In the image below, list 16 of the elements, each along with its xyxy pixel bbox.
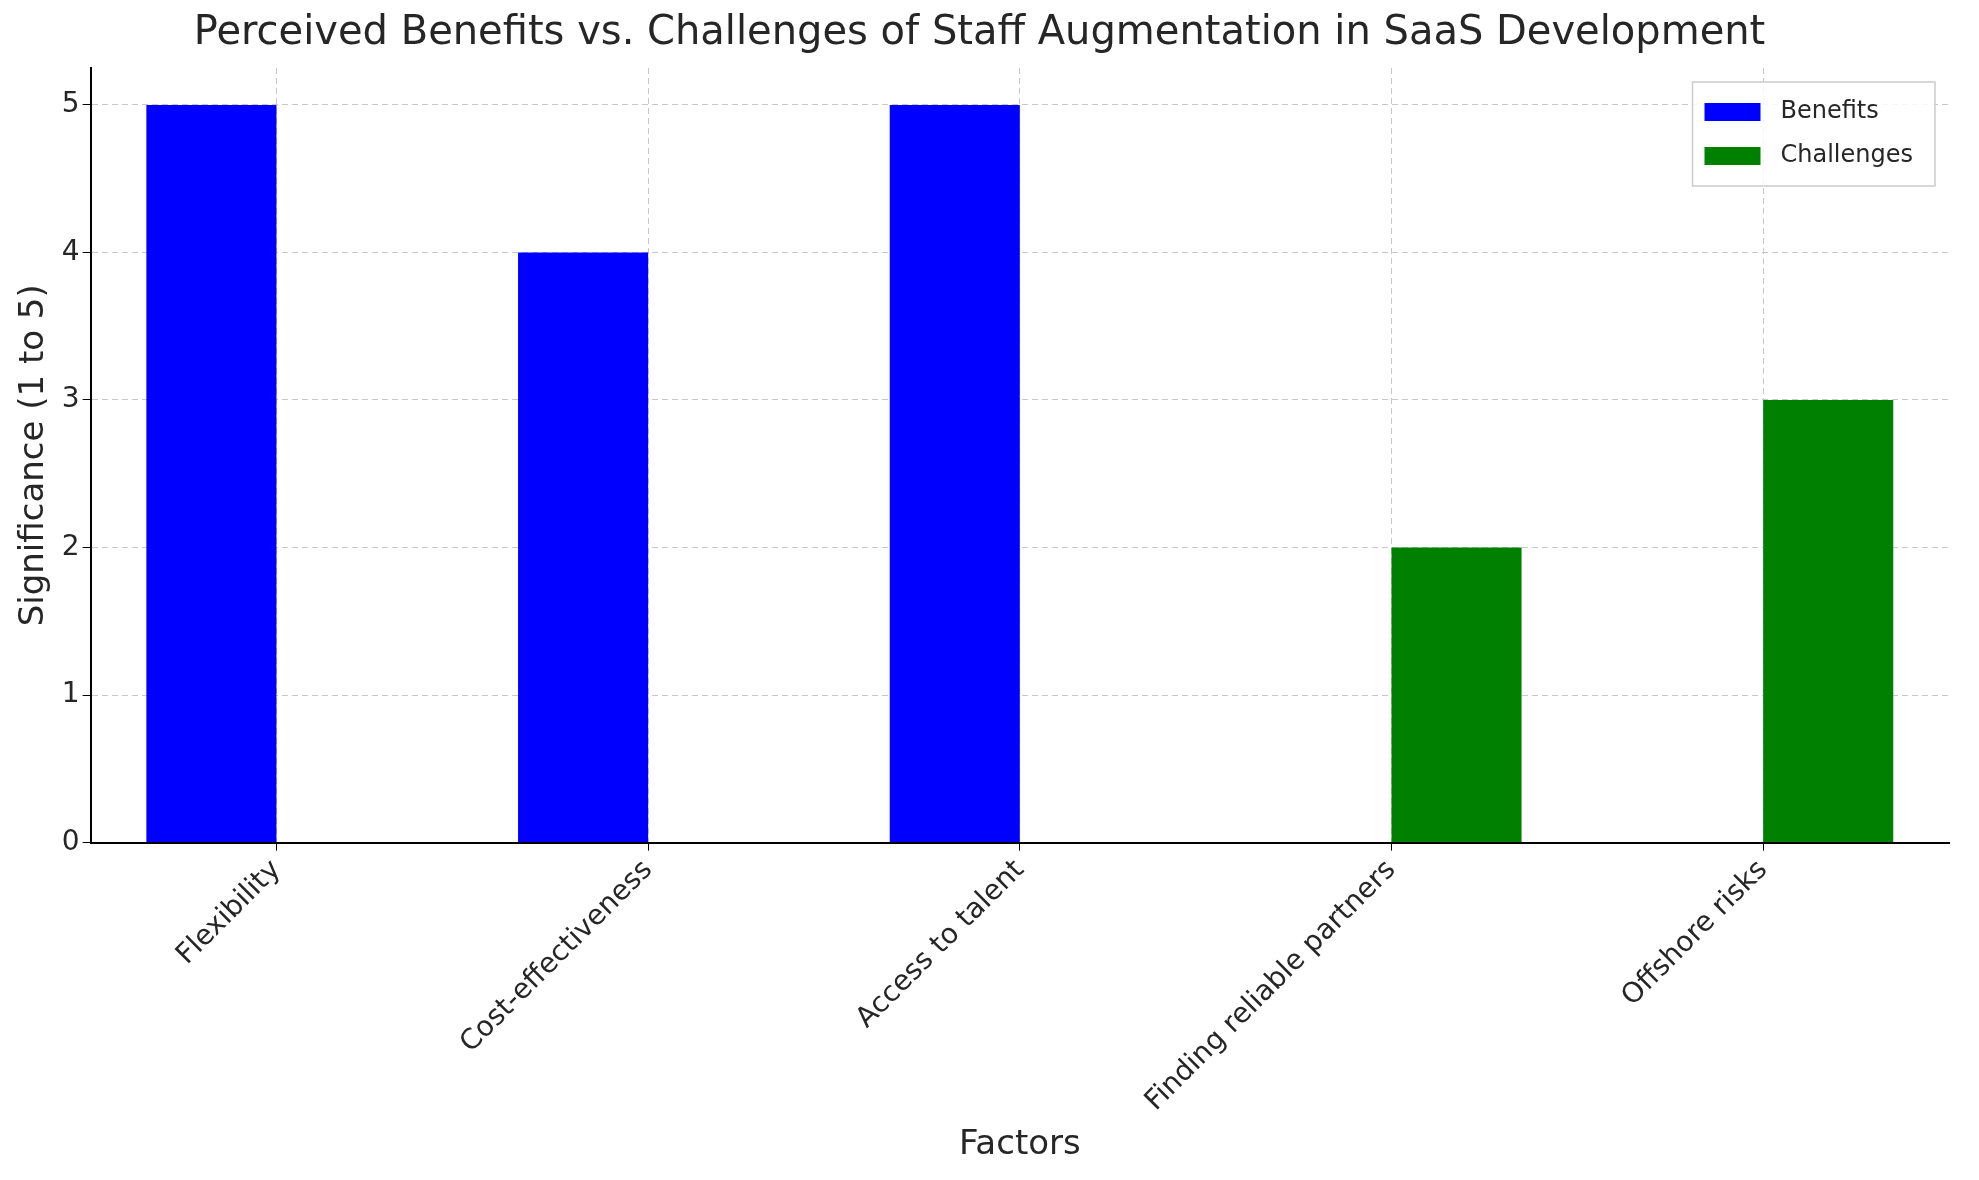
y-tick-label: 5 [61,86,80,120]
y-tick-label: 3 [61,381,80,415]
legend-label: Benefits [1780,96,1879,125]
y-tick-label: 0 [61,823,80,857]
bar [889,104,1020,843]
legend-label: Challenges [1780,140,1914,169]
bar [1763,399,1894,843]
y-axis-title: Significance (1 to 5) [11,284,52,627]
y-tick-label: 4 [61,233,80,267]
chart-title: Perceived Benefits vs. Challenges of Staff Augmentation in SaaS Development [193,7,1766,54]
x-axis-title: Factors [958,1122,1081,1163]
bar [1391,547,1522,843]
y-tick-label: 1 [61,676,80,710]
y-tick-label: 2 [61,528,80,562]
bar [146,104,277,843]
bar [518,252,649,843]
